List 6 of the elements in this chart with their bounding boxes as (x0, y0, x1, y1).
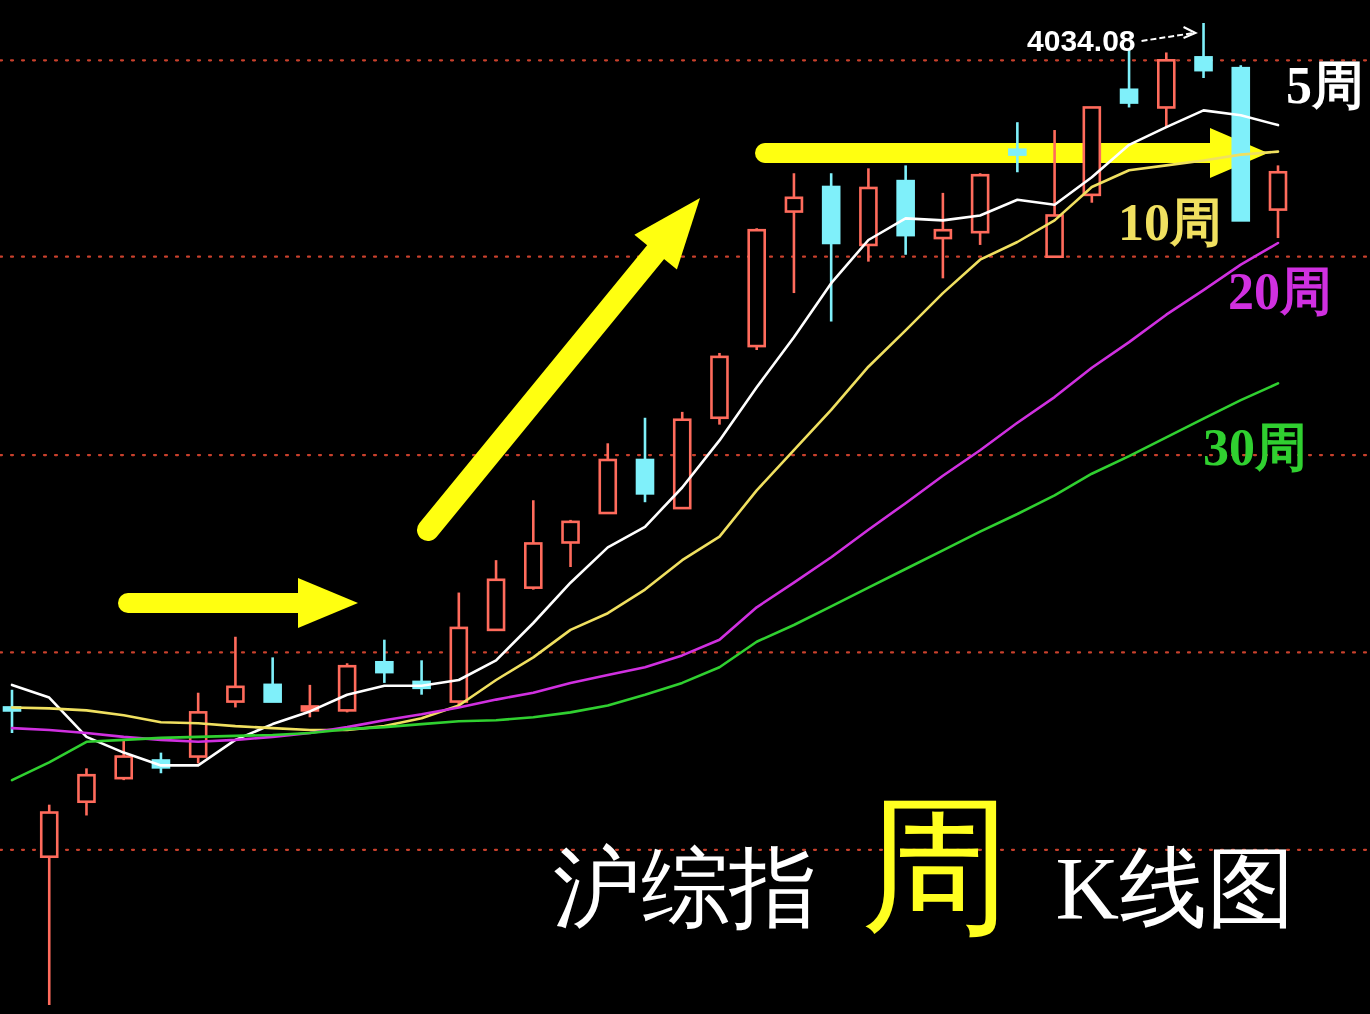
series-label: 5周 (1286, 57, 1364, 115)
annotation: 4034.08 (1027, 24, 1136, 57)
series-label: 10周 (1118, 193, 1222, 251)
series-label: 30周 (1203, 419, 1307, 477)
text: 沪综指 周 K线图 (553, 784, 1295, 950)
series-label: 20周 (1228, 262, 1332, 320)
